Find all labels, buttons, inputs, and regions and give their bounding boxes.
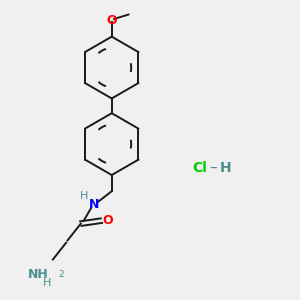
Text: H: H	[43, 278, 51, 288]
Text: 2: 2	[59, 270, 64, 279]
Text: H: H	[219, 161, 231, 175]
Text: –: –	[209, 160, 217, 175]
Text: N: N	[89, 198, 99, 211]
Text: O: O	[102, 214, 112, 227]
Text: Cl: Cl	[193, 161, 208, 175]
Text: H: H	[80, 190, 88, 201]
Text: O: O	[106, 14, 117, 27]
Text: NH: NH	[28, 268, 48, 281]
